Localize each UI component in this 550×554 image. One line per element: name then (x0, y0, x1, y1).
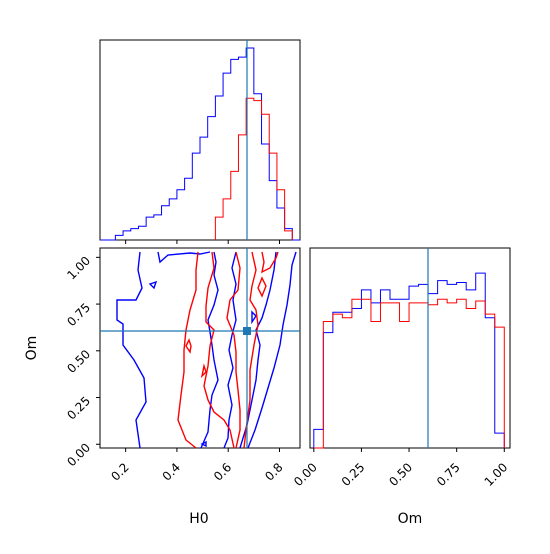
contour-ytick-label: 0.25 (64, 394, 93, 423)
red-contour-blob-3 (257, 276, 267, 298)
contour-yticks: 0.00 0.25 0.50 0.75 1.00 (64, 254, 100, 469)
blue-contour-inner (223, 251, 237, 449)
blue-contour-blob (148, 280, 158, 290)
om-xtick-label: 0.50 (386, 460, 415, 489)
om-xtick-label: 0.25 (339, 460, 368, 489)
contour-xtick-label: 0.8 (262, 460, 285, 483)
red-contour-blob-2 (200, 363, 207, 379)
h0-marginal-histograms (100, 47, 300, 244)
contour-frame (99, 247, 301, 449)
om-xticks: 0.00 0.25 0.50 0.75 1.00 (291, 448, 510, 489)
blue-contour-outer-top (157, 251, 211, 264)
om-xtick-label: 0.75 (434, 460, 463, 489)
hist-series-blue (313, 272, 505, 448)
om-xlabel: Om (398, 511, 423, 527)
om-marginal-frame (309, 247, 511, 449)
red-contour-right-2 (261, 251, 279, 274)
contour-xtick-label: 0.2 (108, 460, 131, 483)
contour-truth-marker (243, 327, 251, 335)
blue-contour-blob-3 (251, 310, 257, 325)
blue-contour-blob-2 (200, 440, 207, 448)
red-contour-inner (226, 251, 241, 449)
contour-ylabel: Om (24, 336, 40, 361)
om-xtick-label: 0.00 (291, 460, 320, 489)
contour-ytick-label: 0.50 (64, 347, 93, 376)
om-xtick-label: 1.00 (482, 460, 511, 489)
blue-contour-edge (247, 251, 297, 449)
red-contour-blob (185, 338, 192, 354)
blue-contour-outer (116, 251, 147, 449)
h0-marginal-frame (99, 39, 301, 241)
red-contour-outer (177, 251, 199, 449)
contour-xtick-label: 0.4 (160, 460, 183, 483)
om-marginal-panel: 0.00 0.25 0.50 0.75 1.00 Om (291, 247, 511, 527)
blue-contour-right (200, 251, 219, 449)
contour-xtick-label: 0.6 (211, 460, 234, 483)
contour-ytick-label: 0.00 (64, 440, 93, 469)
h0-om-contour-panel: 0.2 0.4 0.6 0.8 0.00 0.25 0.50 0.75 1.00 H0 Om (24, 247, 301, 527)
red-contour-right (243, 251, 259, 449)
contour-xticks: 0.2 0.4 0.6 0.8 (108, 448, 286, 484)
hist-series-red (214, 97, 293, 240)
contour-xlabel: H0 (189, 511, 208, 527)
red-contour-mid (203, 251, 235, 449)
blue-contour-edge-2 (239, 251, 277, 449)
contour-ytick-label: 1.00 (64, 254, 93, 283)
contours (116, 251, 297, 449)
om-marginal-histograms (313, 272, 505, 449)
hist-series-red (313, 298, 505, 449)
contour-ytick-label: 0.75 (64, 300, 93, 329)
h0-marginal-panel (99, 39, 301, 244)
hist-series-blue (100, 47, 300, 241)
